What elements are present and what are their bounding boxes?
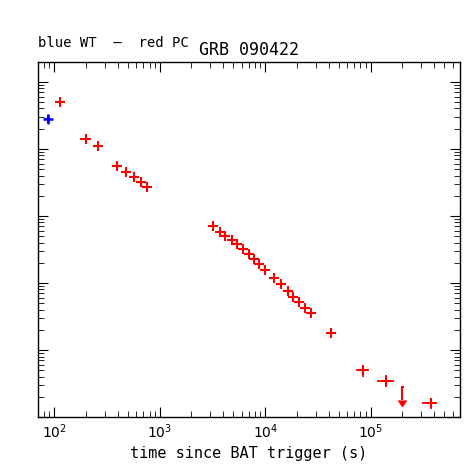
Title: GRB 090422: GRB 090422 — [199, 41, 299, 59]
X-axis label: time since BAT trigger (s): time since BAT trigger (s) — [130, 446, 367, 461]
Text: blue WT  —  red PC: blue WT — red PC — [38, 36, 189, 50]
